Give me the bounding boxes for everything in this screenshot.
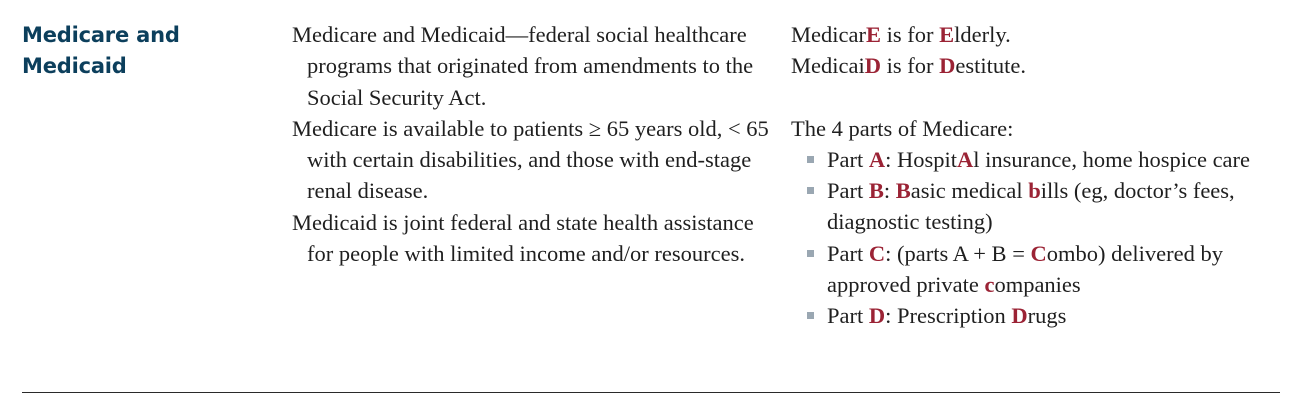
part-label: Part xyxy=(827,303,869,329)
part-text: : xyxy=(883,178,896,204)
mnemonic-text: lderly. xyxy=(954,22,1011,47)
square-bullet-icon xyxy=(807,187,814,195)
mnemonic-text: is for xyxy=(880,53,940,79)
definition-paragraph-2: Medicare is available to patients ≥ 65 y… xyxy=(292,115,769,204)
part-text: : (parts A + B = xyxy=(885,240,1031,266)
mnemonic-highlight: A xyxy=(957,146,974,172)
part-text: l insurance, home hospice care xyxy=(973,146,1251,172)
list-item-part-d: Part D: Prescription Drugs xyxy=(791,300,1281,331)
mnemonic-medicare-line: MedicarE is for Elderly. xyxy=(791,19,1281,50)
mnemonic-highlight: b xyxy=(1028,178,1041,204)
term-line-2: Medicaid xyxy=(22,54,127,78)
mnemonic-highlight: E xyxy=(865,22,881,47)
mnemonic-text: Medicar xyxy=(791,22,866,47)
mnemonic-highlight: D xyxy=(1011,303,1028,329)
mnemonic-highlight: E xyxy=(939,22,955,47)
parts-intro: The 4 parts of Medicare: xyxy=(791,115,1014,141)
definition-column: Medicare and Medicaid—federal social hea… xyxy=(292,19,770,269)
mnemonic-highlight: D xyxy=(939,53,956,79)
mnemonic-medicaid-line: MedicaiD is for Destitute. xyxy=(791,50,1281,81)
square-bullet-icon xyxy=(807,249,814,257)
definition-paragraph-1: Medicare and Medicaid—federal social hea… xyxy=(292,22,754,110)
part-letter: B xyxy=(868,178,884,204)
term-line-1: Medicare and xyxy=(22,23,180,47)
row-term: Medicare and Medicaid xyxy=(22,20,262,82)
list-item-part-c: Part C: (parts A + B = Combo) delivered … xyxy=(791,238,1281,301)
part-label: Part xyxy=(827,178,869,204)
mnemonic-highlight: C xyxy=(1030,240,1047,266)
part-text: ombo) delivered by approved private xyxy=(827,240,1223,298)
square-bullet-icon xyxy=(807,312,814,320)
part-letter: D xyxy=(868,303,886,329)
part-text: rugs xyxy=(1027,303,1067,329)
list-item-part-a: Part A: HospitAl insurance, home hospice… xyxy=(791,144,1281,175)
mnemonic-text: estitute. xyxy=(955,53,1026,79)
part-letter: C xyxy=(868,240,886,266)
medicare-parts-list: Part A: HospitAl insurance, home hospice… xyxy=(791,144,1281,332)
mnemonic-highlight: B xyxy=(895,178,911,204)
part-letter: A xyxy=(868,146,886,172)
mnemonic-text: Medicai xyxy=(791,53,865,79)
row-divider xyxy=(22,392,1280,393)
part-text: ompanies xyxy=(994,272,1081,298)
mnemonic-highlight: c xyxy=(984,272,995,298)
spacer xyxy=(791,82,1281,113)
mnemonic-column: MedicarE is for Elderly. MedicaiD is for… xyxy=(791,19,1281,332)
part-label: Part xyxy=(827,240,869,266)
mnemonic-text: is for xyxy=(880,22,940,47)
mnemonic-highlight: D xyxy=(864,53,881,79)
part-text: : Prescription xyxy=(885,303,1012,329)
list-item-part-b: Part B: Basic medical bills (eg, doctor’… xyxy=(791,175,1281,238)
part-text: asic medical xyxy=(910,178,1029,204)
part-text: ills (eg, doctor’s fees, diagnostic test… xyxy=(827,178,1235,235)
square-bullet-icon xyxy=(807,155,814,163)
definition-paragraph-3: Medicaid is joint federal and state heal… xyxy=(292,209,754,267)
part-label: Part xyxy=(827,146,869,172)
part-text: : Hospit xyxy=(885,146,958,172)
